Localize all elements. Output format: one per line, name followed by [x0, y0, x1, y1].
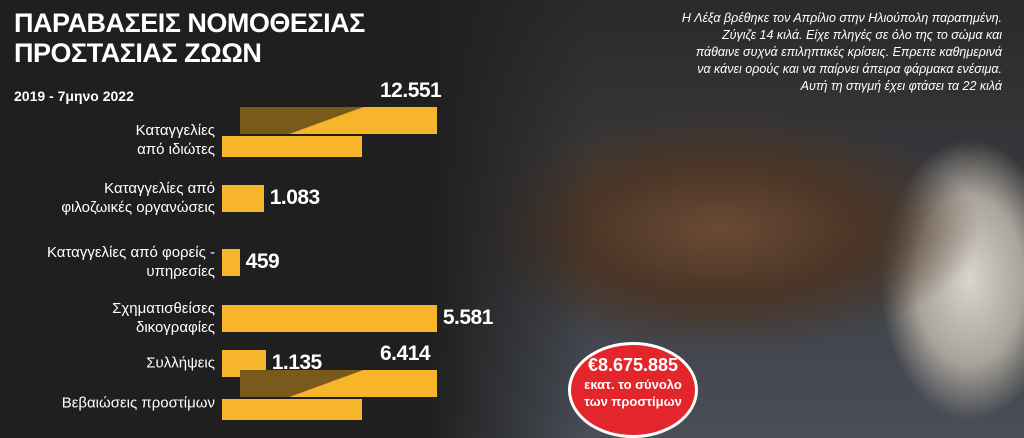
category-label: Καταγγελίες από ιδιώτες: [135, 122, 215, 158]
value-label: 6.414: [380, 342, 431, 365]
bar: [222, 399, 362, 420]
badge-amount: €8.675.885: [587, 355, 679, 375]
value-label: 12.551: [380, 79, 442, 102]
category-label: Συλλήψεις: [146, 354, 215, 372]
category-label: Καταγγελίες από φιλοζωικές οργανώσεις: [61, 180, 215, 216]
chart-title: ΠΑΡΑΒΑΣΕΙΣ ΝΟΜΟΘΕΣΙΑΣ ΠΡΟΣΤΑΣΙΑΣ ΖΩΩΝ: [14, 8, 365, 68]
photo-fade: [430, 0, 590, 438]
chart-subtitle: 2019 - 7μηνο 2022: [14, 88, 134, 104]
bar: [222, 304, 437, 332]
bar: [222, 248, 240, 276]
bar: [222, 136, 362, 157]
bar-break: [240, 107, 437, 134]
photo-caption: Η Λέξα βρέθηκε τον Απρίλιο στην Ηλιούπολ…: [681, 11, 1002, 93]
category-label: Βεβαιώσεις προστίμων: [61, 394, 215, 412]
value-label: 5.581: [442, 306, 494, 329]
value-label: 1.135: [271, 351, 323, 374]
bar: [222, 184, 264, 212]
badge-text: εκατ. το σύνολο των προστίμων: [584, 377, 682, 409]
category-label: Καταγγελίες από φορείς - υπηρεσίες: [46, 244, 215, 280]
bar-break: [240, 370, 437, 397]
value-label: 1.083: [269, 186, 321, 209]
value-label: 459: [245, 250, 280, 273]
badge: €8.675.885 εκατ. το σύνολο των προστίμων: [568, 342, 698, 438]
category-label: Σχηματισθείσες δικογραφίες: [112, 300, 215, 336]
